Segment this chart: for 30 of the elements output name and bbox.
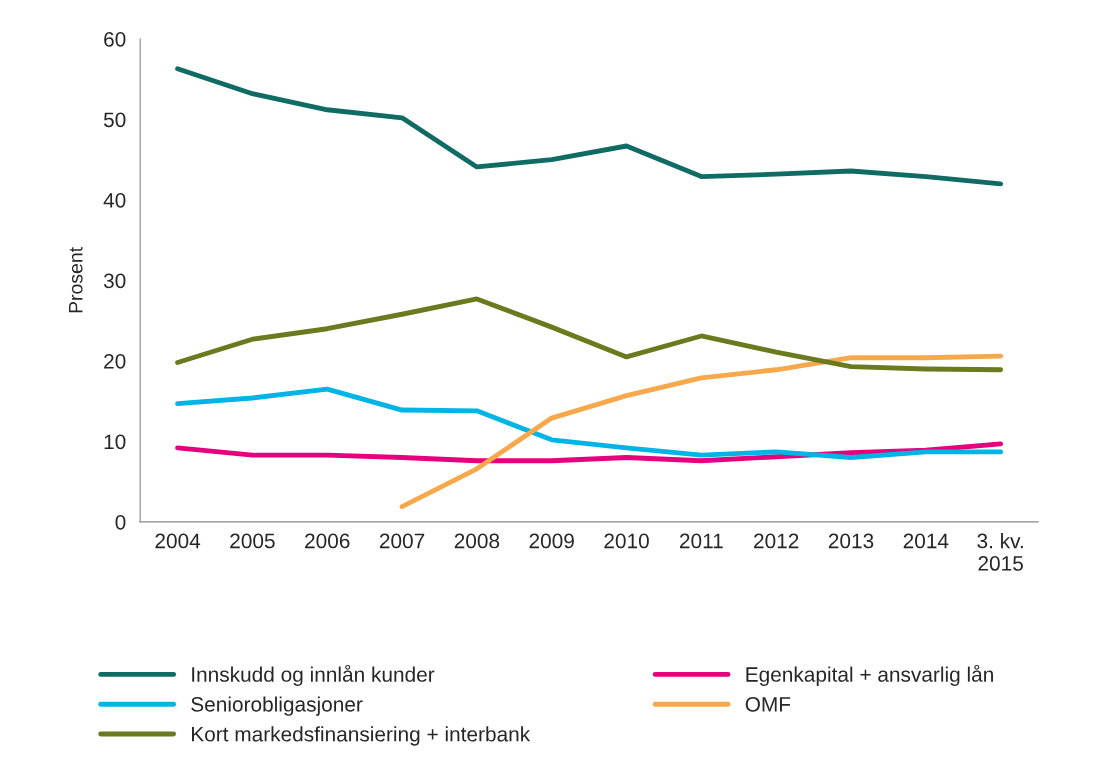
y-tick-label: 60 bbox=[104, 31, 126, 47]
line-series bbox=[175, 66, 1004, 187]
y-tick-label: 40 bbox=[103, 192, 126, 208]
x-tick-label: 2007 bbox=[379, 533, 425, 549]
x-tick-label: 2014 bbox=[903, 533, 949, 549]
x-tick-label: 2006 bbox=[305, 533, 350, 549]
y-tick-label: 10 bbox=[104, 434, 126, 450]
x-tick-label: 2011 bbox=[679, 533, 723, 549]
y-tick-label: 30 bbox=[103, 273, 126, 289]
x-tick-label: 2012 bbox=[754, 533, 799, 549]
line-series bbox=[175, 441, 1004, 464]
legend-label: Kort markedsfinansiering + interbank bbox=[192, 726, 531, 746]
x-tick-label: 2004 bbox=[155, 533, 201, 549]
line-series bbox=[175, 386, 1004, 460]
x-tick-label: 2008 bbox=[454, 533, 500, 549]
legend-label: Egenkapital + ansvarlig lån bbox=[746, 664, 993, 686]
x-tick-label: 2010 bbox=[604, 533, 649, 549]
y-tick-label: 50 bbox=[103, 112, 126, 128]
line-series bbox=[175, 296, 1004, 373]
x-tick-label: 3. kv. 2015 bbox=[977, 533, 1023, 571]
y-tick-label: 0 bbox=[115, 514, 126, 530]
x-tick-label: 2005 bbox=[230, 533, 275, 549]
x-tick-label: 2013 bbox=[828, 533, 874, 549]
line-series bbox=[399, 353, 1004, 510]
legend-label: Seniorobligasjoner bbox=[191, 696, 363, 716]
x-tick-label: 2009 bbox=[529, 533, 574, 549]
legend-label: Innskudd og innlån kunder bbox=[192, 664, 435, 686]
legend-label: OMF bbox=[745, 696, 791, 712]
y-tick-label: 20 bbox=[104, 353, 126, 369]
y-axis-title: Prosent bbox=[69, 247, 83, 313]
